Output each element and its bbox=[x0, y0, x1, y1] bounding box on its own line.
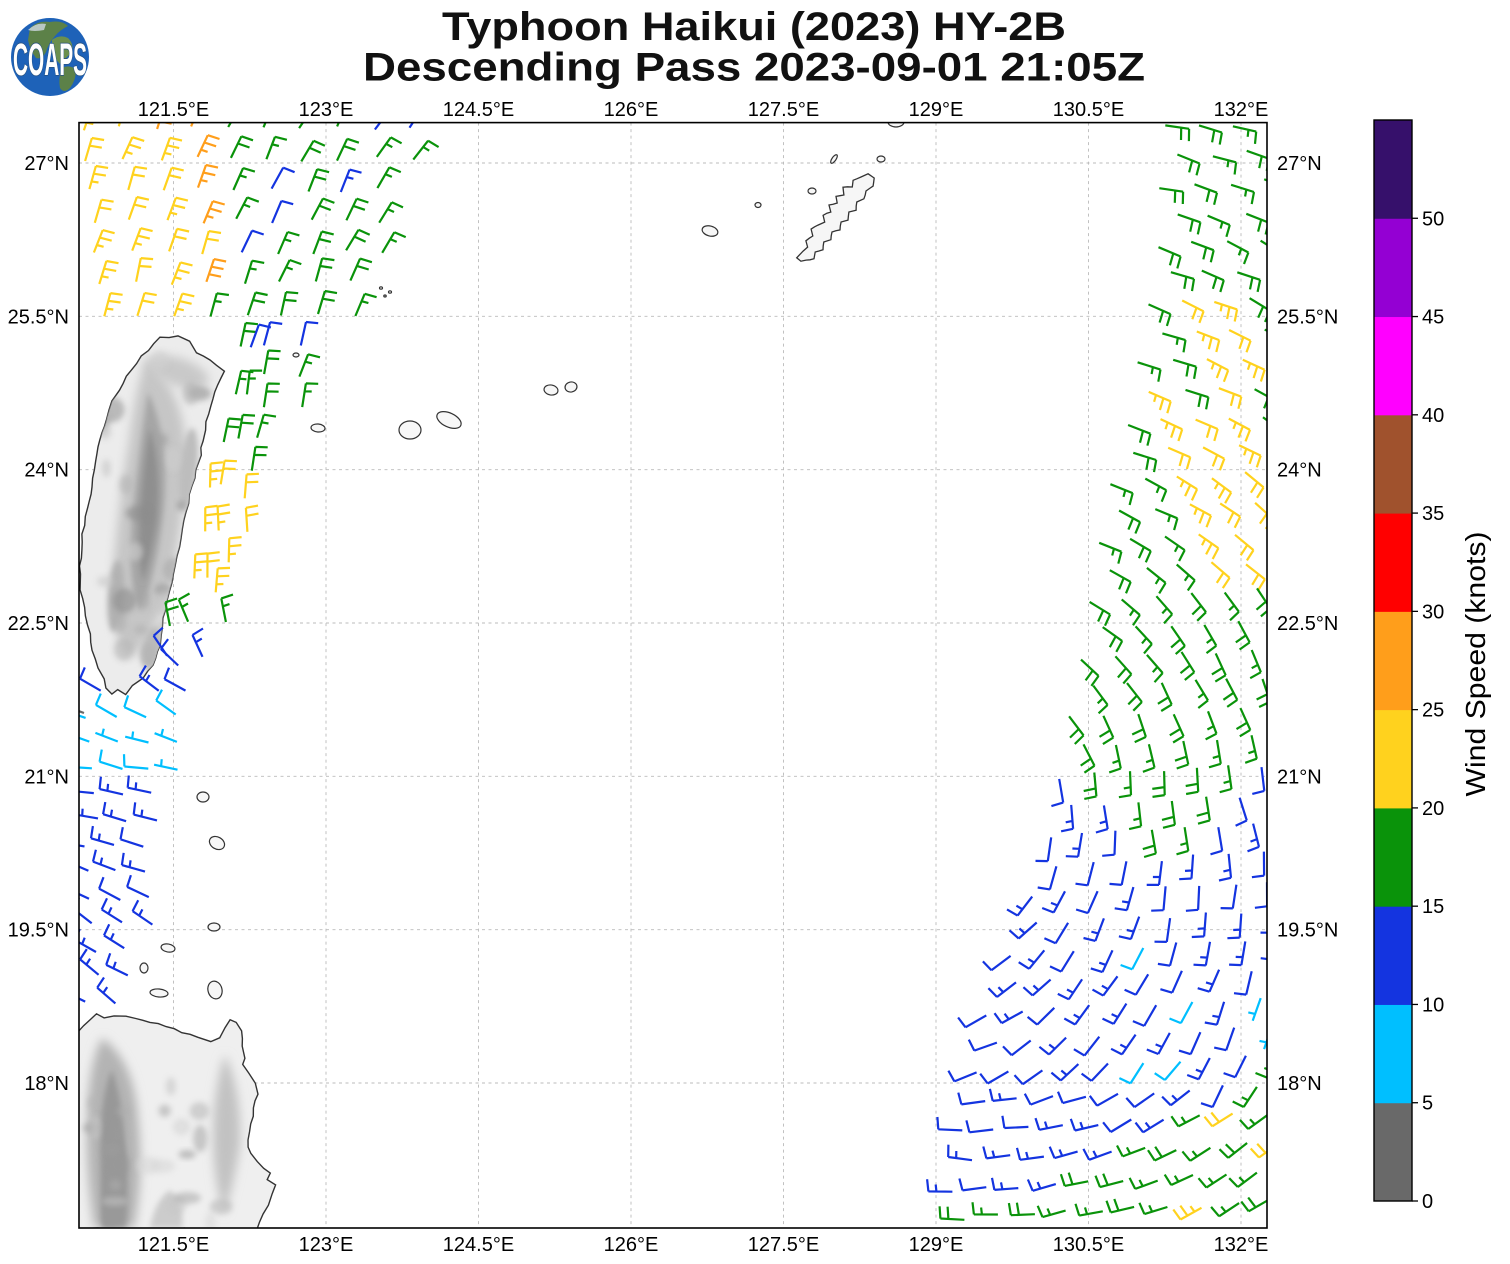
svg-text:127.5°E: 127.5°E bbox=[748, 99, 819, 121]
svg-text:0: 0 bbox=[1422, 1191, 1433, 1213]
svg-text:123°E: 123°E bbox=[299, 99, 354, 121]
svg-text:50: 50 bbox=[1422, 208, 1444, 230]
svg-text:Typhoon Haikui (2023) HY-2B: Typhoon Haikui (2023) HY-2B bbox=[442, 5, 1066, 49]
svg-text:35: 35 bbox=[1422, 503, 1444, 525]
svg-text:130.5°E: 130.5°E bbox=[1053, 99, 1124, 121]
svg-text:27°N: 27°N bbox=[1277, 153, 1322, 175]
svg-text:126°E: 126°E bbox=[604, 99, 659, 121]
svg-text:121.5°E: 121.5°E bbox=[138, 1234, 209, 1256]
svg-text:22.5°N: 22.5°N bbox=[8, 613, 69, 635]
svg-text:15: 15 bbox=[1422, 896, 1444, 918]
svg-text:18°N: 18°N bbox=[24, 1073, 69, 1095]
svg-text:19.5°N: 19.5°N bbox=[1277, 920, 1338, 942]
svg-text:20: 20 bbox=[1422, 798, 1444, 820]
svg-text:18°N: 18°N bbox=[1277, 1073, 1322, 1095]
svg-text:127.5°E: 127.5°E bbox=[748, 1234, 819, 1256]
svg-text:25.5°N: 25.5°N bbox=[8, 306, 69, 328]
svg-text:COAPS: COAPS bbox=[13, 34, 87, 85]
svg-text:25: 25 bbox=[1422, 700, 1444, 722]
svg-text:Wind Speed (knots): Wind Speed (knots) bbox=[1460, 532, 1491, 797]
svg-text:5: 5 bbox=[1422, 1093, 1433, 1115]
svg-text:132°E: 132°E bbox=[1214, 1234, 1269, 1256]
svg-text:123°E: 123°E bbox=[299, 1234, 354, 1256]
svg-text:22.5°N: 22.5°N bbox=[1277, 613, 1338, 635]
svg-text:132°E: 132°E bbox=[1214, 99, 1269, 121]
svg-text:24°N: 24°N bbox=[1277, 460, 1322, 482]
svg-text:27°N: 27°N bbox=[24, 153, 69, 175]
svg-text:40: 40 bbox=[1422, 405, 1444, 427]
svg-text:124.5°E: 124.5°E bbox=[443, 99, 514, 121]
svg-text:124.5°E: 124.5°E bbox=[443, 1234, 514, 1256]
svg-text:121.5°E: 121.5°E bbox=[138, 99, 209, 121]
svg-text:Descending Pass 2023-09-01 21:: Descending Pass 2023-09-01 21:05Z bbox=[363, 46, 1145, 90]
svg-text:129°E: 129°E bbox=[909, 99, 964, 121]
svg-text:129°E: 129°E bbox=[909, 1234, 964, 1256]
svg-text:10: 10 bbox=[1422, 994, 1444, 1016]
svg-text:21°N: 21°N bbox=[1277, 766, 1322, 788]
svg-text:126°E: 126°E bbox=[604, 1234, 659, 1256]
svg-text:25.5°N: 25.5°N bbox=[1277, 306, 1338, 328]
svg-text:19.5°N: 19.5°N bbox=[8, 920, 69, 942]
svg-text:30: 30 bbox=[1422, 601, 1444, 623]
svg-text:130.5°E: 130.5°E bbox=[1053, 1234, 1124, 1256]
svg-text:21°N: 21°N bbox=[24, 766, 69, 788]
svg-text:45: 45 bbox=[1422, 307, 1444, 329]
svg-text:24°N: 24°N bbox=[24, 460, 69, 482]
